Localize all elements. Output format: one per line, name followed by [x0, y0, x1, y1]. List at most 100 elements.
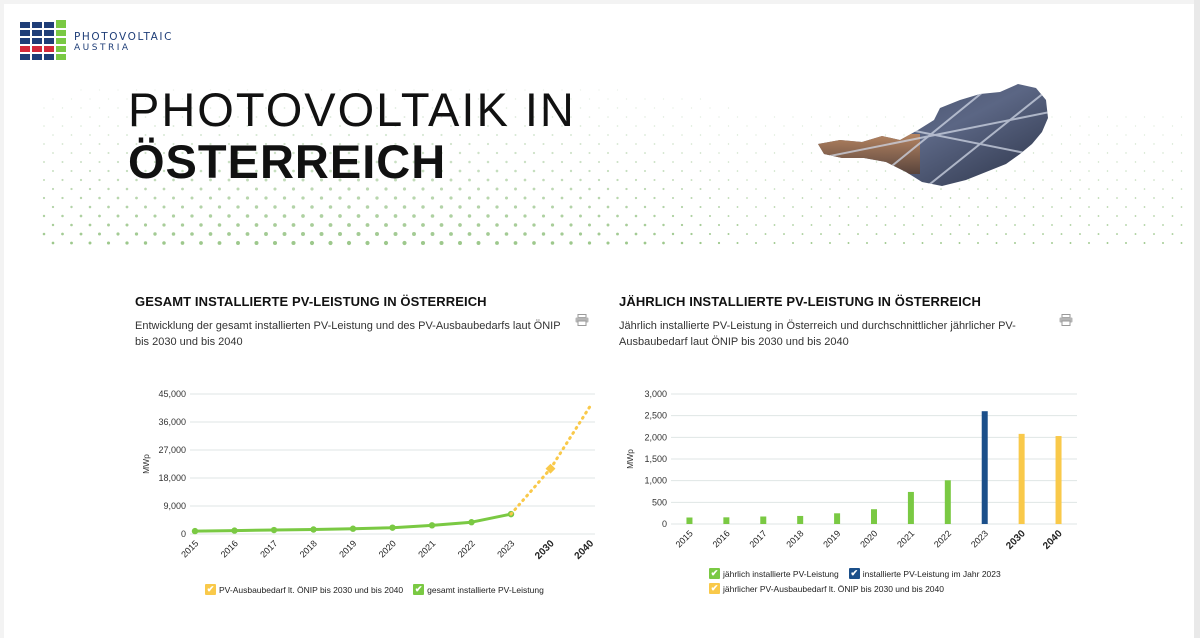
dot: [949, 215, 952, 217]
dot: [1106, 152, 1109, 154]
checkbox-icon[interactable]: ✔: [413, 584, 425, 595]
dot: [144, 187, 147, 191]
dot: [801, 179, 804, 181]
dot: [1180, 170, 1183, 172]
checkbox-icon[interactable]: ✔: [709, 568, 720, 579]
total-capacity-heading: GESAMT INSTALLIERTE PV-LEISTUNG IN ÖSTER…: [135, 294, 487, 309]
bar-2040: [1055, 436, 1062, 524]
dot: [162, 223, 166, 227]
printer-icon[interactable]: [1059, 314, 1073, 326]
dot: [1143, 134, 1146, 136]
dot: [958, 224, 961, 226]
legend-item[interactable]: ✔ PV-Ausbaubedarf lt. ÖNIP bis 2030 und b…: [205, 584, 403, 595]
dot: [690, 107, 693, 109]
legend-item[interactable]: ✔ jährlich installierte PV-Leistung: [709, 568, 839, 579]
dot: [310, 223, 314, 227]
dot: [181, 187, 184, 191]
dot: [467, 196, 472, 200]
dot: [403, 133, 406, 137]
dot: [431, 125, 434, 127]
photovoltaic-austria-logo[interactable]: PHOTOVOLTAIC AUSTRIA: [20, 20, 171, 66]
dot: [190, 214, 194, 218]
checkbox-icon[interactable]: ✔: [848, 568, 860, 579]
legend-item[interactable]: ✔ gesamt installierte PV-Leistung: [413, 584, 544, 595]
dot: [180, 205, 185, 209]
dot: [338, 160, 342, 164]
dot: [1162, 134, 1164, 136]
dot: [727, 107, 730, 109]
dot: [810, 134, 813, 136]
dot: [116, 232, 120, 236]
dot: [348, 116, 350, 118]
dot: [680, 241, 684, 245]
dot: [89, 98, 91, 100]
checkbox-icon[interactable]: ✔: [709, 583, 720, 594]
dot: [144, 169, 147, 173]
dot: [292, 116, 295, 118]
dot: [746, 233, 748, 235]
dot: [412, 160, 416, 164]
legend-item[interactable]: ✔ installierte PV-Leistung im Jahr 2023: [848, 568, 1001, 579]
dot: [755, 170, 757, 172]
austria-solar-map-icon: [818, 84, 1048, 186]
dot: [857, 161, 859, 163]
dot: [866, 224, 868, 226]
dot: [1162, 206, 1164, 208]
dot: [311, 98, 313, 100]
dot: [912, 233, 915, 235]
dot: [773, 242, 776, 244]
checkbox-icon[interactable]: ✔: [205, 584, 216, 595]
printer-icon[interactable]: [575, 314, 589, 326]
dot: [801, 215, 804, 217]
dot: [903, 116, 905, 118]
dot: [773, 188, 776, 190]
dot: [1051, 188, 1053, 190]
dot: [643, 205, 647, 209]
dot: [320, 107, 323, 109]
dot: [606, 205, 610, 209]
dot: [228, 89, 230, 91]
dot: [709, 197, 711, 199]
dot: [838, 125, 841, 127]
dot: [690, 232, 693, 236]
dot: [505, 160, 508, 164]
dot: [820, 197, 822, 199]
dot: [977, 242, 979, 244]
x-tick-label: 2030: [533, 538, 557, 562]
dot: [412, 178, 416, 182]
dot: [1014, 242, 1016, 244]
dot: [495, 223, 499, 227]
dot: [265, 107, 267, 109]
dot: [430, 196, 435, 200]
dot: [783, 143, 785, 145]
dot: [199, 205, 203, 209]
legend-label: gesamt installierte PV-Leistung: [427, 584, 544, 595]
dot: [634, 196, 638, 200]
dot: [903, 188, 905, 190]
dot: [1162, 170, 1164, 172]
dot: [866, 134, 868, 136]
dot: [1180, 242, 1183, 244]
dot: [1143, 116, 1146, 118]
dot: [616, 232, 619, 236]
dot: [977, 224, 979, 226]
dot: [1116, 125, 1118, 127]
dot: [708, 232, 712, 236]
dot: [365, 223, 370, 227]
scrollbar-track[interactable]: [1194, 0, 1200, 638]
dot: [894, 215, 896, 217]
dot: [560, 196, 564, 200]
dot: [1042, 215, 1044, 217]
dot: [227, 142, 231, 146]
dot: [154, 107, 156, 109]
dot: [403, 98, 406, 100]
dot: [625, 169, 628, 173]
dot: [884, 206, 887, 208]
dot: [894, 179, 896, 181]
legend-item[interactable]: ✔ jährlicher PV-Ausbaubedarf lt. ÖNIP bis…: [709, 583, 944, 594]
dot: [42, 196, 46, 200]
dot: [1097, 233, 1100, 235]
dot: [163, 134, 165, 136]
dot: [551, 205, 554, 209]
dot: [1180, 152, 1183, 154]
